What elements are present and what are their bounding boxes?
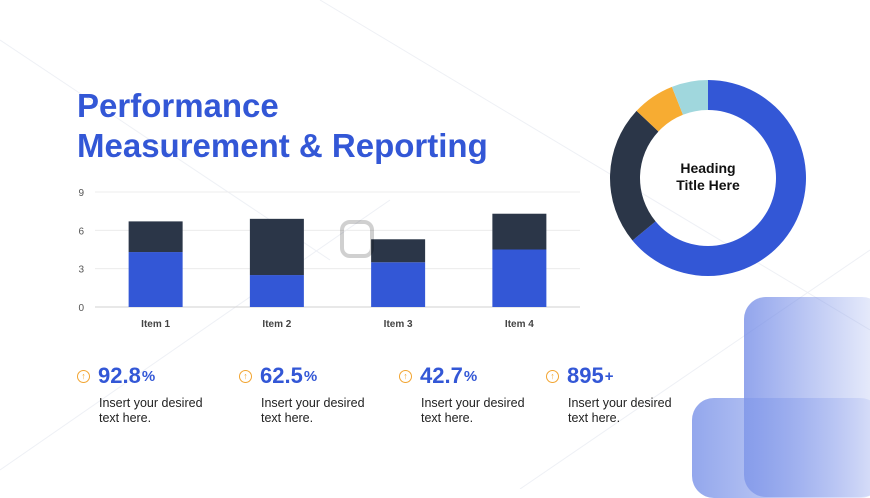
decorative-shape: [692, 398, 870, 498]
stat-card-2: ↑ 62.5 % Insert your desired text here.: [239, 362, 389, 426]
bar-segment-2: [128, 221, 183, 253]
stat-value: 62.5: [260, 363, 303, 388]
arrow-up-circle-icon: ↑: [399, 369, 412, 383]
bar-segment-2: [249, 218, 304, 276]
y-tick-label: 0: [78, 303, 84, 314]
donut-slice-4: [671, 80, 708, 115]
stat-unit: +: [604, 367, 614, 385]
stat-value: 92.8: [98, 363, 141, 388]
y-tick-label: 9: [78, 188, 84, 199]
stat-card-4: ↑ 895 + Insert your desired text here.: [546, 362, 696, 426]
stacked-bar-chart: 0 3 6 9 Item 1 Item 2 Item 3 Item 4: [78, 188, 580, 330]
bar-segment-2: [371, 239, 426, 263]
title-line-2: Measurement & Reporting: [77, 127, 488, 164]
donut-slice-1: [632, 80, 806, 276]
stat-unit: %: [463, 367, 478, 385]
bar-segment-1: [249, 275, 304, 307]
stat-unit: %: [303, 367, 318, 385]
arrow-up-circle-icon: ↑: [77, 369, 90, 383]
stat-description: Insert your desired text here.: [261, 396, 365, 425]
stat-card-1: ↑ 92.8 % Insert your desired text here.: [77, 362, 227, 426]
donut-center-line-2: Title Here: [676, 177, 740, 193]
page-title: Performance Measurement & Reporting: [77, 86, 488, 166]
title-line-1: Performance: [77, 87, 279, 124]
x-tick-label: Item 4: [505, 319, 534, 330]
bar-segment-2: [492, 213, 547, 250]
x-tick-label: Item 2: [262, 319, 291, 330]
bar-segment-1: [371, 262, 426, 307]
donut-center-line-1: Heading: [680, 160, 736, 176]
donut-center-label: Heading Title Here: [648, 160, 768, 194]
stat-description: Insert your desired text here.: [421, 396, 525, 425]
bar-segment-1: [492, 249, 547, 307]
bar-segment-1: [128, 252, 183, 307]
x-tick-label: Item 3: [384, 319, 413, 330]
donut-slice-3: [636, 86, 683, 132]
stat-description: Insert your desired text here.: [568, 396, 672, 425]
donut-slice-2: [610, 110, 659, 241]
donut-chart: [610, 80, 806, 276]
arrow-up-circle-icon: ↑: [546, 369, 559, 383]
arrow-up-circle-icon: ↑: [239, 369, 252, 383]
stat-value: 895: [567, 363, 604, 388]
y-tick-label: 6: [78, 226, 84, 237]
stat-description: Insert your desired text here.: [99, 396, 203, 425]
stat-card-3: ↑ 42.7 % Insert your desired text here.: [399, 362, 549, 426]
y-tick-label: 3: [78, 265, 84, 276]
x-tick-label: Item 1: [141, 319, 170, 330]
stat-unit: %: [141, 367, 156, 385]
stat-value: 42.7: [420, 363, 463, 388]
